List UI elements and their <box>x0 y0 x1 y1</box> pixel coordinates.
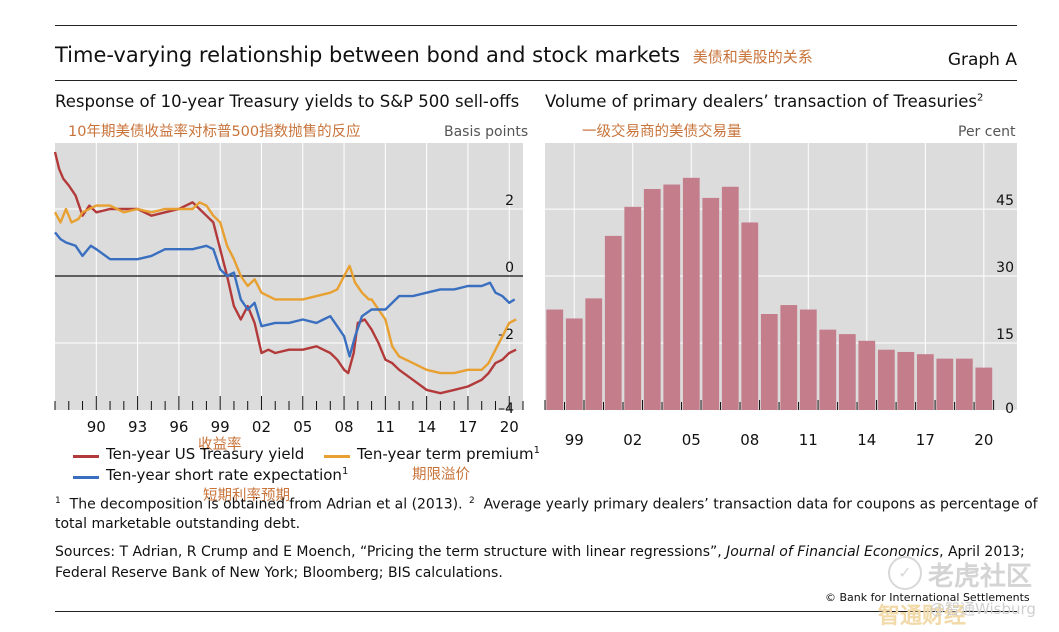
left-series-line-1 <box>53 201 517 375</box>
bar-2001 <box>604 235 622 410</box>
bar-2010 <box>780 305 798 410</box>
left-panel-title-cn: 10年期美债收益率对标普500指数抛售的反应 <box>68 124 361 140</box>
legend-label-short: Ten-year short rate expectation1 <box>106 466 349 484</box>
right-ytick-label-0: 45 <box>996 193 1014 209</box>
bar-2012 <box>819 329 837 410</box>
watermark-cn2: 智通财经 <box>878 604 967 629</box>
legend-swatch-yield <box>73 455 99 458</box>
footnote-1: 1 The decomposition is obtained from Adr… <box>55 496 463 513</box>
legend-label-premium: Ten-year term premium1 <box>357 445 540 463</box>
bar-2019 <box>955 358 973 410</box>
left-series-line-0 <box>53 151 517 395</box>
bar-2014 <box>858 340 876 410</box>
annot-cn-yield: 收益率 <box>198 437 242 453</box>
bar-2005 <box>682 177 700 410</box>
left-series-line-2 <box>54 231 516 358</box>
left-xtick-label-10: 20 <box>500 418 519 436</box>
watermark-handle: @智通Wisburg <box>930 600 1036 618</box>
annot-cn-premium: 期限溢价 <box>412 467 470 483</box>
legend-label-yield: Ten-year US Treasury yield <box>106 445 305 463</box>
left-xtick-label-6: 08 <box>335 418 354 436</box>
left-xtick-label-8: 14 <box>417 418 436 436</box>
left-xtick-label-0: 90 <box>87 418 106 436</box>
bar-2011 <box>799 309 817 410</box>
right-xtick-label-0: 99 <box>565 431 584 449</box>
bar-2016 <box>897 351 915 410</box>
footnote-2: 2 Average yearly primary dealers’ transa… <box>469 496 1038 513</box>
bar-2003 <box>643 188 661 410</box>
top-rule <box>55 25 1017 26</box>
copyright: © Bank for International Settlements <box>825 591 1030 604</box>
graph-label: Graph A <box>947 50 1017 70</box>
left-panel-title: Response of 10-year Treasury yields to S… <box>55 92 520 111</box>
left-panel-unit: Basis points <box>444 124 529 140</box>
left-xtick-label-3: 99 <box>211 418 230 436</box>
bottom-rule <box>55 611 1017 612</box>
legend-swatch-premium <box>324 455 350 458</box>
bar-2004 <box>663 184 681 410</box>
right-xtick-label-3: 08 <box>740 431 759 449</box>
bar-2009 <box>760 314 778 410</box>
bar-2000 <box>585 298 603 410</box>
page-title: Time-varying relationship between bond a… <box>55 43 813 67</box>
right-xtick-label-7: 20 <box>974 431 993 449</box>
right-panel-title-sup: 2 <box>977 92 984 104</box>
bar-2018 <box>936 358 954 410</box>
watermark-text: 老虎社区 <box>928 562 1033 592</box>
right-panel-unit: Per cent <box>958 124 1016 140</box>
right-xtick-label-5: 14 <box>857 431 876 449</box>
header-rule <box>55 80 1017 81</box>
bar-2015 <box>877 349 895 410</box>
legend-swatch-short <box>73 476 99 479</box>
right-xtick-label-2: 05 <box>682 431 701 449</box>
sources-line-1: Sources: T Adrian, R Crump and E Moench,… <box>55 544 1025 560</box>
left-xtick-label-5: 05 <box>293 418 312 436</box>
right-panel-title-cn: 一级交易商的美债交易量 <box>582 124 742 140</box>
right-xtick-label-1: 02 <box>623 431 642 449</box>
left-xtick-label-9: 17 <box>458 418 477 436</box>
page-title-cn: 美债和美股的关系 <box>692 48 813 66</box>
right-xtick-label-4: 11 <box>799 431 818 449</box>
left-xtick-label-7: 11 <box>376 418 395 436</box>
right-panel-title: Volume of primary dealers’ transaction o… <box>545 92 984 111</box>
bar-2013 <box>838 334 856 410</box>
left-ytick-label-3: –4 <box>498 401 514 417</box>
right-ytick-label-2: 15 <box>996 327 1014 343</box>
left-xtick-label-1: 93 <box>128 418 147 436</box>
bar-1998 <box>546 309 564 410</box>
right-xtick-label-6: 17 <box>916 431 935 449</box>
watermark-logo-icon: ✓ <box>888 556 922 590</box>
left-ytick-label-0: 2 <box>505 193 514 209</box>
footnote-2-cont: total marketable outstanding debt. <box>55 516 301 532</box>
left-xtick-label-2: 96 <box>169 418 188 436</box>
bar-1999 <box>565 318 583 410</box>
bar-2007 <box>721 186 739 410</box>
left-ytick-label-1: 0 <box>505 260 514 276</box>
bar-2020 <box>975 367 993 410</box>
bar-2002 <box>624 206 642 410</box>
bar-2008 <box>741 222 759 410</box>
right-ytick-label-1: 30 <box>996 260 1014 276</box>
bar-2006 <box>702 197 720 410</box>
sources-line-2: Federal Reserve Bank of New York; Bloomb… <box>55 565 503 581</box>
annot-cn-short: 短期利率预期 <box>203 488 290 504</box>
right-ytick-label-3: 0 <box>1005 401 1014 417</box>
left-xtick-label-4: 02 <box>252 418 271 436</box>
bar-2017 <box>916 354 934 410</box>
